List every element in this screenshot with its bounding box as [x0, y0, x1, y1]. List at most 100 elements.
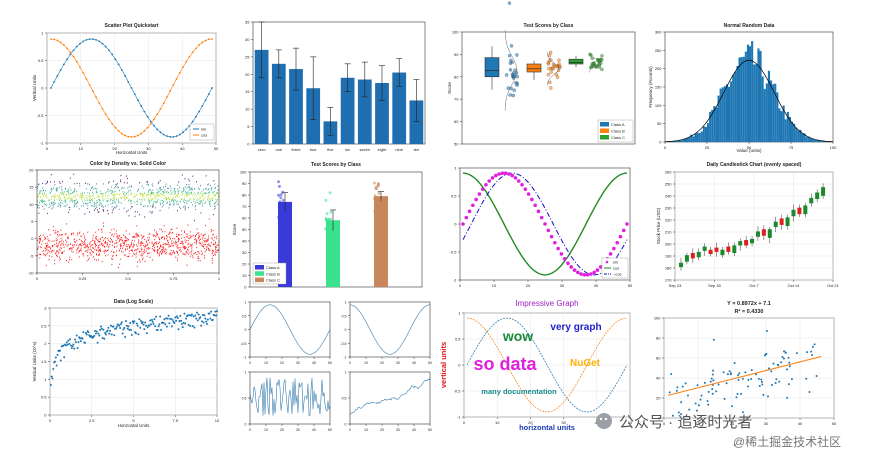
density-point: [176, 184, 179, 187]
density-point: [181, 197, 183, 200]
solid-point: [57, 231, 59, 233]
histogram-bar: [728, 86, 731, 142]
data-point: [96, 341, 99, 344]
density-point: [180, 207, 182, 210]
scatter-point: [509, 44, 514, 48]
density-point: [195, 196, 197, 198]
solid-point: [138, 251, 141, 253]
histogram-bar: [738, 57, 741, 142]
density-point: [74, 195, 76, 198]
solid-point: [97, 239, 99, 241]
solid-point: [144, 251, 146, 254]
solid-point: [187, 239, 189, 242]
density-point: [162, 202, 164, 205]
solid-point: [45, 250, 47, 252]
density-point: [207, 183, 210, 185]
density-point: [101, 196, 104, 198]
histogram-bar: [698, 132, 701, 142]
density-point: [153, 194, 155, 196]
solid-point: [76, 232, 79, 234]
solid-point: [43, 254, 45, 256]
density-point: [217, 203, 219, 206]
solid-point: [143, 248, 145, 251]
solid-point: [168, 253, 170, 255]
solid-point: [42, 234, 44, 237]
x-tick-label: 50: [832, 421, 837, 426]
data-point-cos: [59, 41, 62, 44]
density-point: [192, 175, 194, 177]
density-point: [74, 200, 76, 202]
density-point: [113, 191, 115, 193]
solid-point: [187, 243, 189, 246]
histogram-bar: [759, 50, 762, 143]
scatter-point: [374, 205, 378, 209]
density-point: [88, 183, 91, 186]
bar-three: [289, 69, 303, 144]
solid-point: [195, 243, 197, 245]
density-point: [199, 203, 201, 205]
density-point: [137, 211, 139, 213]
data-point-sin: [507, 172, 511, 176]
density-point: [80, 196, 83, 198]
density-point: [78, 208, 80, 210]
solid-point: [56, 250, 58, 252]
solid-point: [153, 245, 155, 247]
data-point-sin: [91, 38, 94, 40]
density-point: [111, 190, 113, 192]
y-tick-label: 0: [44, 413, 47, 418]
solid-point: [163, 247, 165, 249]
density-point: [164, 189, 166, 191]
data-point: [700, 394, 703, 397]
data-point: [108, 332, 111, 335]
density-point: [162, 204, 164, 206]
solid-point: [216, 246, 218, 249]
solid-point: [173, 244, 175, 247]
series-line-cos: [466, 317, 628, 413]
histogram-bar: [732, 74, 735, 142]
density-point: [95, 188, 98, 190]
density-point: [151, 194, 153, 196]
density-point: [124, 191, 126, 194]
solid-point: [216, 249, 218, 251]
density-point: [53, 198, 56, 201]
y-tick-label: -1: [453, 278, 457, 283]
solid-point: [95, 238, 97, 240]
density-point: [86, 199, 89, 201]
x-tick-label: 50: [628, 420, 633, 425]
density-point: [141, 194, 143, 197]
solid-point: [155, 241, 157, 243]
density-point: [176, 193, 178, 196]
density-point: [133, 201, 136, 204]
density-point: [67, 192, 69, 194]
solid-point: [161, 250, 164, 253]
density-point: [184, 191, 187, 193]
y-tick-label: -1: [243, 356, 246, 360]
density-point: [106, 190, 108, 193]
solid-point: [197, 237, 200, 240]
data-point: [64, 344, 67, 347]
x-tick-label: 40: [412, 361, 416, 365]
legend-label: cos: [201, 133, 207, 138]
data-point-sin: [207, 93, 210, 96]
data-point: [747, 378, 750, 381]
solid-point: [129, 245, 131, 247]
x-tick-label: Sep 30: [708, 283, 721, 288]
density-point: [114, 206, 116, 209]
density-point: [140, 203, 142, 206]
density-point: [152, 185, 154, 187]
solid-point: [80, 250, 83, 252]
scatter-point: [324, 198, 328, 202]
solid-point: [96, 244, 98, 247]
solid-point: [86, 260, 88, 262]
solid-point: [204, 233, 206, 235]
solid-point: [40, 253, 42, 256]
density-point: [152, 197, 154, 200]
solid-point: [39, 237, 41, 240]
solid-point: [140, 244, 142, 246]
histogram-bar: [677, 140, 680, 142]
density-point: [88, 199, 91, 202]
solid-point: [175, 233, 178, 236]
wechat-eye: [599, 417, 603, 421]
data-point: [79, 340, 82, 343]
solid-point: [125, 245, 127, 248]
